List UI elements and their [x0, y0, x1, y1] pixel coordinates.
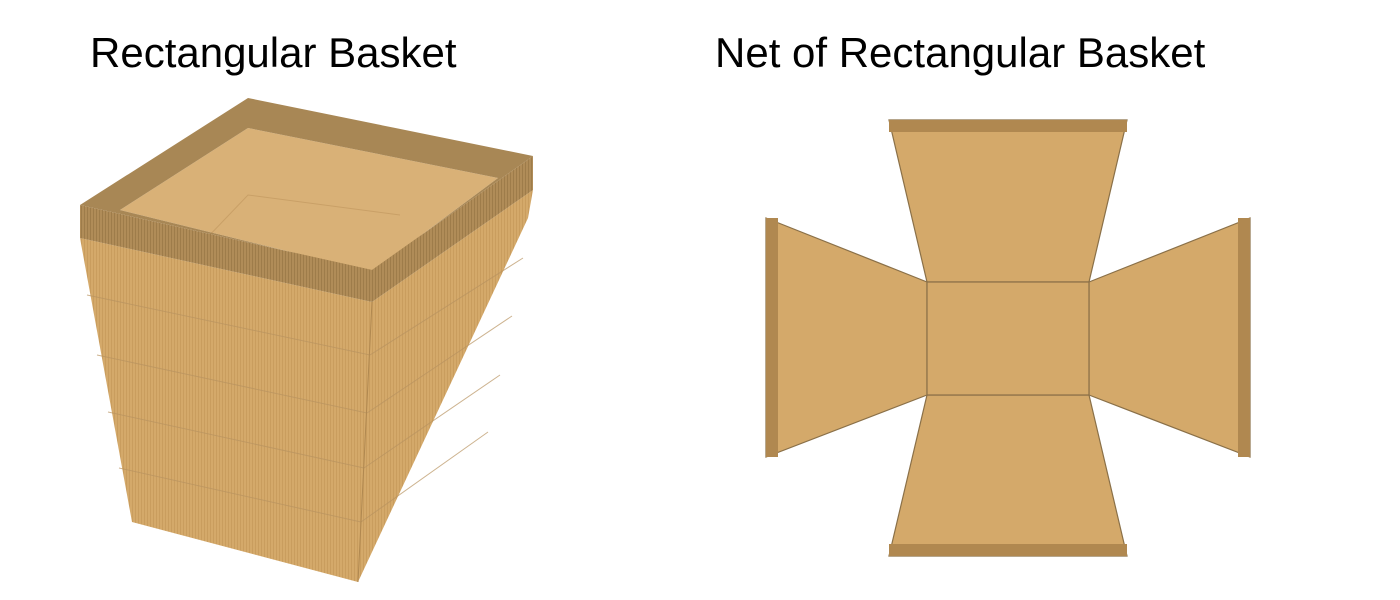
- net-right-face: [1088, 217, 1251, 458]
- net-bottom-rim: [889, 544, 1127, 556]
- basket-rim-top: [80, 98, 533, 272]
- basket-rim-right-band: [372, 156, 533, 302]
- net-base: [926, 281, 1090, 396]
- basket-3d: [80, 98, 533, 583]
- basket-left-side: [80, 238, 372, 582]
- net-top-face: [888, 119, 1128, 283]
- net-left-rim: [766, 218, 778, 457]
- basket-inner-bottom-edge: [204, 194, 401, 241]
- net-left-face: [765, 217, 928, 458]
- basket-title: Rectangular Basket: [90, 29, 457, 76]
- basket-right-side: [358, 190, 533, 582]
- net-bottom-face: [888, 394, 1128, 557]
- net-top-rim: [889, 120, 1127, 132]
- basket-bands: [86, 257, 524, 523]
- basket-net: [765, 119, 1251, 557]
- basket-corner-edge: [357, 301, 373, 583]
- net-right-rim: [1238, 218, 1250, 457]
- basket-inner-wall: [120, 128, 498, 272]
- net-title: Net of Rectangular Basket: [715, 29, 1206, 76]
- basket-rim-left-band: [80, 205, 372, 302]
